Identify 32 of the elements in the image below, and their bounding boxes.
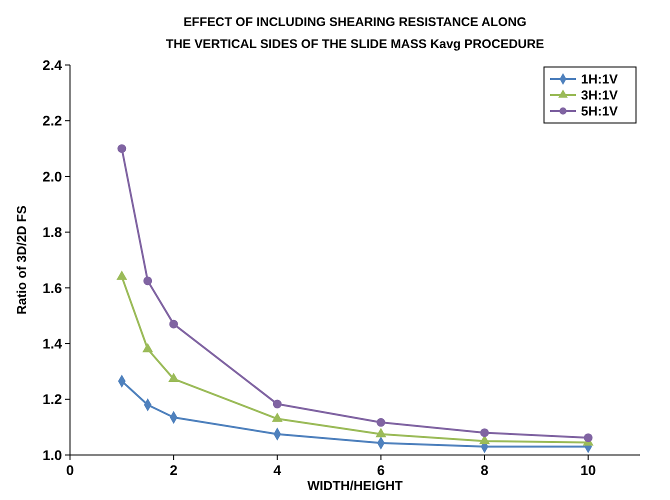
y-tick-label: 1.6	[42, 280, 62, 296]
x-tick-label: 0	[66, 462, 74, 478]
y-tick-label: 1.2	[42, 391, 62, 408]
legend-label: 5H:1V	[581, 104, 618, 119]
x-tick-label: 10	[580, 462, 596, 478]
point	[169, 320, 178, 328]
legend-label: 3H:1V	[581, 88, 618, 103]
point	[584, 433, 593, 442]
point	[376, 428, 386, 438]
x-tick-label: 4	[273, 462, 282, 478]
y-tick-label: 1.8	[42, 224, 62, 240]
point	[143, 276, 152, 286]
point	[116, 270, 128, 280]
point	[376, 418, 386, 427]
x-axis-title: WIDTH/HEIGHT	[307, 478, 403, 493]
y-tick-label: 2.0	[42, 168, 62, 184]
legend-label: 1H:1V	[581, 72, 618, 87]
x-tick-label: 8	[480, 462, 489, 478]
point	[168, 372, 180, 382]
y-axis-title: Ratio of 3D/2D FS	[14, 205, 29, 315]
point	[142, 342, 154, 352]
chart-title: EFFECT OF INCLUDING SHEARING RESISTANCE ALONG THE VERTICAL SIDES OF THE SLIDE MASS Kavg PROCEDURE	[166, 15, 544, 51]
y-tick-label: 1.0	[42, 446, 62, 463]
y-tick-label: 2.4	[42, 56, 62, 73]
point	[480, 428, 489, 438]
y-tick-label: 2.2	[42, 112, 62, 129]
y-tick-label: 1.4	[42, 335, 62, 352]
x-tick-label: 6	[377, 462, 386, 478]
point	[117, 144, 126, 153]
point	[272, 400, 282, 408]
point	[272, 412, 283, 422]
x-tick-label: 2	[170, 462, 178, 478]
